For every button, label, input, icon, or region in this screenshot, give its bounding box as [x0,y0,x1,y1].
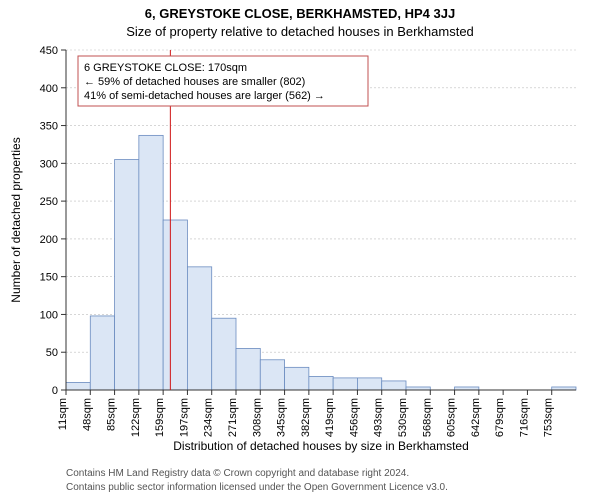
x-tick-label: 605sqm [446,398,458,437]
y-tick-label: 300 [40,158,58,170]
x-tick-label: 419sqm [324,398,336,437]
annotation-line: ← 59% of detached houses are smaller (80… [84,76,305,88]
histogram-chart: 6, GREYSTOKE CLOSE, BERKHAMSTED, HP4 3JJ… [0,0,600,500]
histogram-bar [115,160,139,390]
histogram-bar [187,267,211,390]
histogram-bar [382,381,406,390]
x-tick-label: 308sqm [251,398,263,437]
histogram-bar [309,376,333,390]
x-tick-label: 345sqm [276,398,288,437]
histogram-bar [163,220,187,390]
x-tick-label: 85sqm [106,398,118,431]
x-tick-label: 48sqm [81,398,93,431]
x-tick-label: 234sqm [203,398,215,437]
y-tick-label: 200 [40,234,58,246]
footer-line2: Contains public sector information licen… [66,482,448,493]
histogram-bar [285,367,309,390]
y-tick-label: 0 [52,385,58,397]
x-tick-label: 197sqm [178,398,190,437]
y-tick-label: 400 [40,83,58,95]
annotation-line: 41% of semi-detached houses are larger (… [84,90,325,102]
x-tick-label: 122sqm [130,398,142,437]
chart-title-line2: Size of property relative to detached ho… [126,24,474,39]
y-axis-label: Number of detached properties [9,137,23,302]
histogram-bar [357,378,381,390]
histogram-bar [66,382,90,390]
y-tick-label: 250 [40,196,58,208]
annotation-line: 6 GREYSTOKE CLOSE: 170sqm [84,62,247,74]
x-tick-label: 642sqm [470,398,482,437]
x-tick-label: 530sqm [397,398,409,437]
y-tick-label: 100 [40,309,58,321]
x-tick-label: 382sqm [300,398,312,437]
histogram-bar [260,360,284,390]
footer-line1: Contains HM Land Registry data © Crown c… [66,468,409,479]
chart-title-line1: 6, GREYSTOKE CLOSE, BERKHAMSTED, HP4 3JJ [145,6,455,21]
histogram-bar [90,316,114,390]
x-tick-label: 679sqm [494,398,506,437]
y-tick-label: 450 [40,45,58,57]
y-tick-label: 350 [40,121,58,133]
y-tick-label: 150 [40,272,58,284]
histogram-bar [333,378,357,390]
x-tick-label: 716sqm [518,398,530,437]
x-tick-label: 159sqm [154,398,166,437]
x-tick-label: 753sqm [543,398,555,437]
x-tick-label: 568sqm [421,398,433,437]
y-tick-label: 50 [46,347,58,359]
x-tick-label: 271sqm [227,398,239,437]
histogram-bar [212,318,236,390]
x-tick-label: 11sqm [57,398,69,430]
x-tick-label: 493sqm [373,398,385,437]
x-axis-label: Distribution of detached houses by size … [173,439,469,453]
histogram-bar [236,348,260,390]
histogram-bar [139,135,163,390]
x-tick-label: 456sqm [348,398,360,437]
